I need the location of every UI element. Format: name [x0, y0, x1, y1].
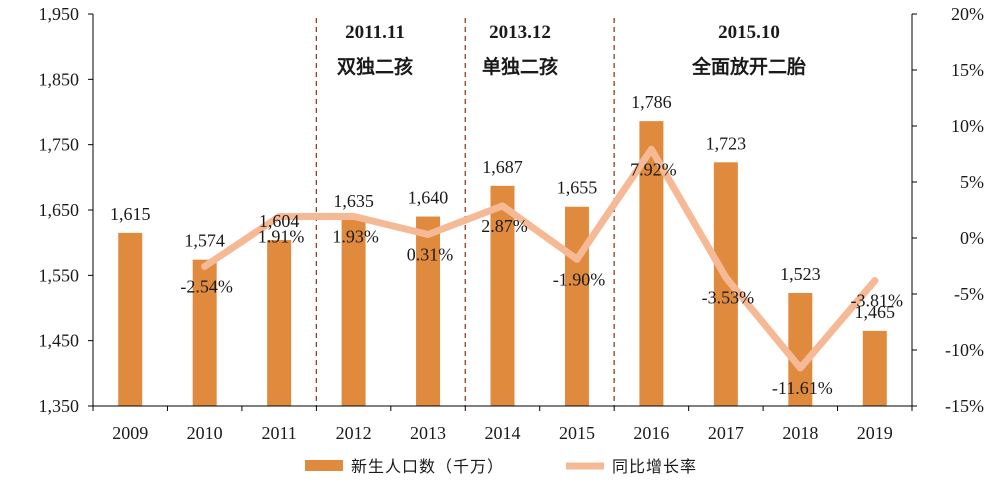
growth-rate-label: -3.81% — [851, 291, 904, 311]
growth-rate-point — [722, 274, 730, 282]
legend-bar-swatch — [305, 460, 343, 471]
x-tick-label: 2012 — [336, 423, 372, 443]
bar-value-label: 1,574 — [184, 231, 225, 251]
x-tick-label: 2014 — [485, 423, 521, 443]
growth-rate-label: -3.53% — [702, 288, 755, 308]
bar — [341, 219, 366, 406]
x-tick-label: 2011 — [261, 423, 296, 443]
x-tick-label: 2010 — [187, 423, 223, 443]
bar — [267, 240, 292, 406]
right-tick-label: 5% — [960, 172, 984, 192]
x-tick-label: 2016 — [633, 423, 669, 443]
bar-value-label: 1,655 — [557, 178, 598, 198]
bar — [416, 216, 441, 406]
growth-rate-point — [647, 145, 655, 153]
growth-rate-label: -11.61% — [772, 378, 833, 398]
bar — [862, 330, 887, 406]
legend-bar-label: 新生人口数（千万） — [351, 458, 504, 476]
right-tick-label: 15% — [951, 60, 984, 80]
growth-rate-label: 7.92% — [630, 159, 677, 179]
growth-rate-point — [573, 255, 581, 263]
policy-date: 2015.10 — [718, 22, 780, 43]
right-tick-label: -10% — [945, 340, 984, 360]
growth-rate-point — [275, 213, 283, 221]
right-tick-label: -5% — [954, 284, 984, 304]
growth-rate-point — [499, 202, 506, 210]
policy-name: 单独二孩 — [482, 55, 558, 78]
bar-value-label: 1,635 — [333, 191, 374, 211]
right-tick-label: 10% — [951, 116, 984, 136]
left-tick-label: 1,850 — [39, 69, 80, 89]
x-tick-label: 2018 — [782, 423, 818, 443]
x-tick-label: 2019 — [857, 423, 893, 443]
right-tick-label: -15% — [945, 396, 984, 416]
x-tick-label: 2009 — [112, 423, 148, 443]
growth-rate-label: -2.54% — [180, 276, 233, 296]
bar-value-label: 1,640 — [408, 188, 449, 208]
policy-date: 2013.12 — [489, 22, 551, 43]
growth-rate-line — [201, 145, 879, 372]
left-tick-label: 1,450 — [39, 331, 80, 351]
bar — [490, 185, 515, 406]
bar — [192, 259, 217, 406]
growth-rate-point — [424, 231, 432, 239]
growth-rate-point — [871, 277, 879, 285]
growth-rate-label: 1.91% — [258, 227, 305, 247]
growth-rate-label: 1.93% — [332, 226, 379, 246]
growth-rate-label: 0.31% — [407, 245, 454, 265]
bar-value-label: 1,615 — [110, 204, 151, 224]
bar — [788, 292, 813, 406]
growth-rate-label: 2.87% — [481, 216, 528, 236]
bar-value-label: 1,723 — [706, 133, 747, 153]
growth-rate-point — [350, 212, 358, 220]
left-tick-label: 1,650 — [39, 200, 80, 220]
left-tick-label: 1,750 — [39, 135, 80, 155]
bar-value-label: 1,687 — [482, 157, 523, 177]
policy-date: 2011.11 — [345, 22, 405, 43]
policy-name: 双独二孩 — [337, 55, 413, 78]
bar-value-label: 1,786 — [631, 92, 672, 112]
growth-rate-label: -1.90% — [553, 269, 606, 289]
x-tick-label: 2017 — [708, 423, 744, 443]
x-tick-label: 2015 — [559, 423, 595, 443]
x-tick-label: 2013 — [410, 423, 446, 443]
policy-name: 全面放开二胎 — [691, 55, 806, 78]
left-tick-label: 1,350 — [39, 396, 80, 416]
bar-value-label: 1,523 — [780, 264, 821, 284]
right-tick-label: 0% — [960, 228, 984, 248]
bar — [118, 232, 143, 406]
bar-value-label: 1,604 — [259, 211, 300, 231]
right-tick-label: 20% — [951, 4, 984, 24]
growth-rate-point — [201, 262, 209, 270]
bar-value-label: 1,465 — [855, 302, 896, 322]
legend-line-label: 同比增长率 — [612, 458, 697, 476]
left-tick-label: 1,950 — [39, 4, 80, 24]
growth-rate-point — [796, 364, 804, 372]
left-tick-label: 1,550 — [39, 265, 80, 285]
bar — [564, 206, 589, 406]
